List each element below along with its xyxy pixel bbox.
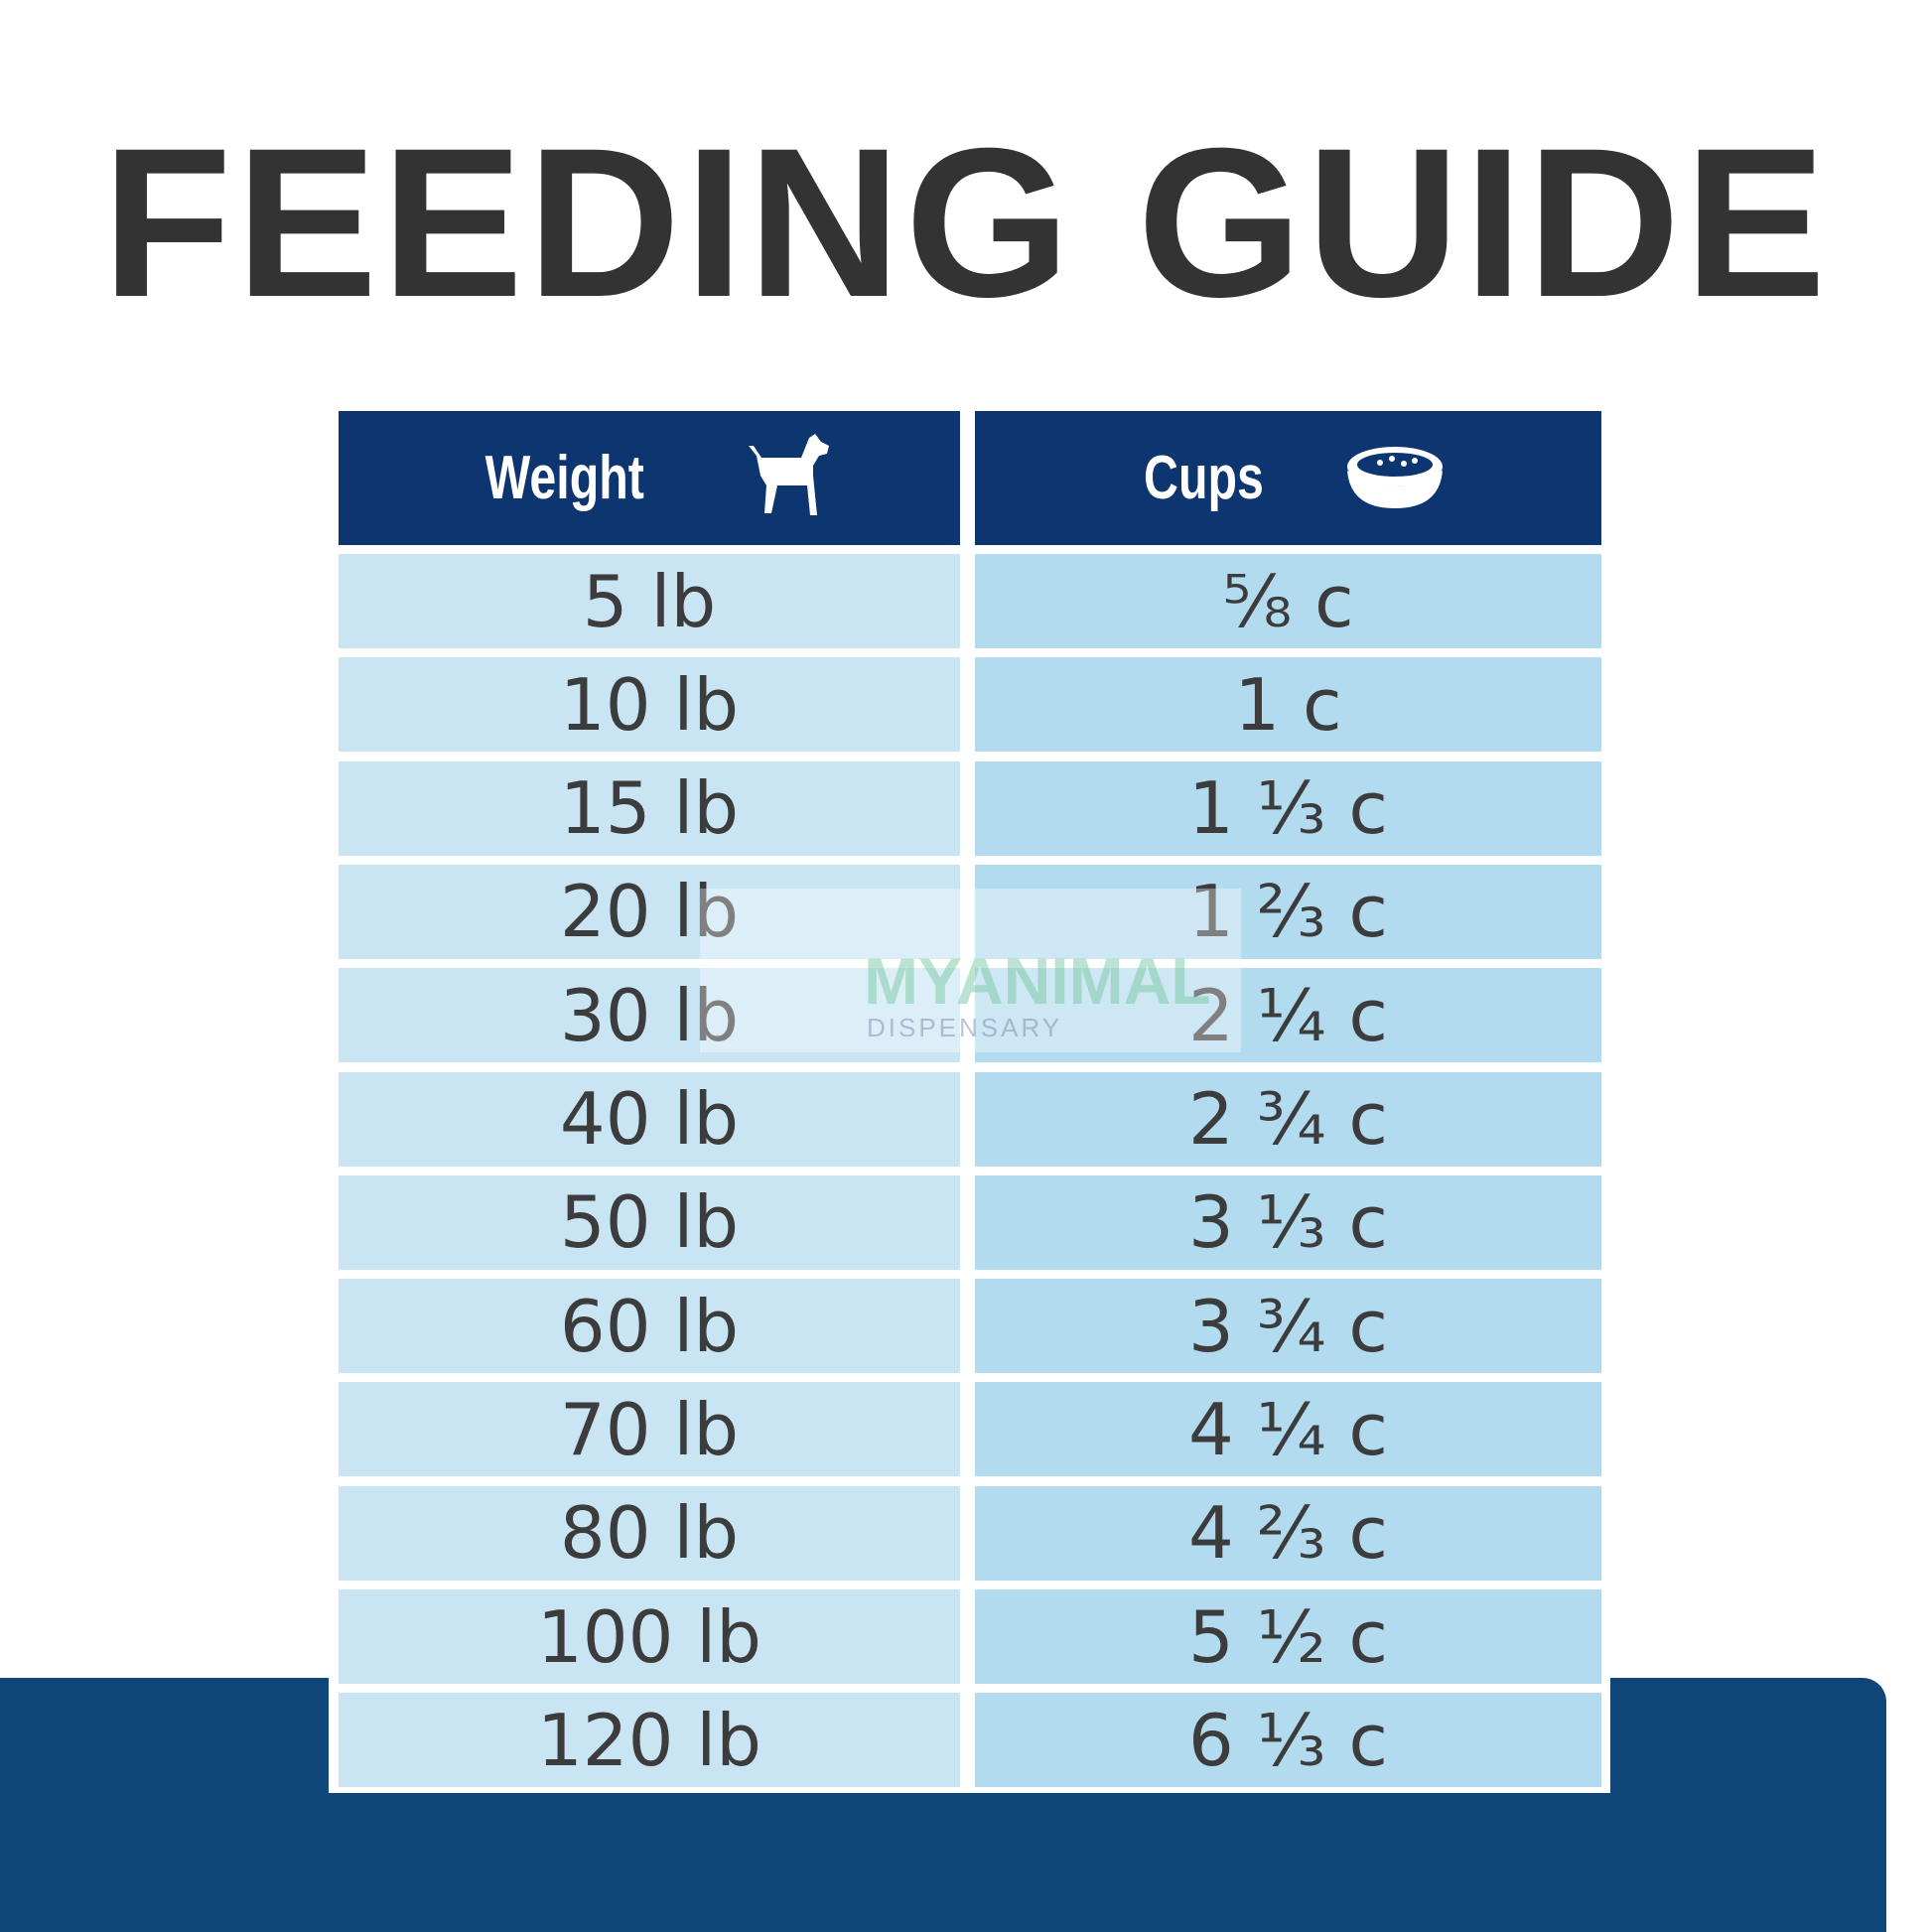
weight-cell: 80 lb — [339, 1485, 960, 1581]
watermark-box — [700, 889, 1241, 1052]
weight-cell: 60 lb — [339, 1279, 960, 1374]
weight-cell: 120 lb — [339, 1693, 960, 1788]
title: FEEDING GUIDE — [101, 104, 1831, 342]
cups-cell: ⅝ c — [975, 554, 1601, 648]
cups-cell: 3 ⅓ c — [975, 1174, 1601, 1270]
weight-cell: 100 lb — [339, 1589, 960, 1684]
bowl-icon — [1347, 446, 1443, 508]
column-label: Weight — [484, 444, 645, 512]
weight-cell: 15 lb — [339, 760, 960, 856]
cups-cell: 3 ¾ c — [975, 1279, 1601, 1374]
watermark-sub: DISPENSARY — [867, 1013, 1063, 1042]
cups-cell: 6 ⅓ c — [975, 1693, 1601, 1788]
weight-cell: 50 lb — [339, 1174, 960, 1270]
weight-cell: 10 lb — [339, 657, 960, 753]
cups-cell: 1 c — [975, 657, 1601, 753]
column-header: Cups — [975, 411, 1601, 545]
cups-cell: 1 ⅔ c — [975, 864, 1601, 959]
cups-cell: 4 ¼ c — [975, 1382, 1601, 1477]
column-label: Cups — [1144, 444, 1264, 512]
weight-cell: 30 lb — [339, 968, 960, 1063]
weight-cell: 70 lb — [339, 1382, 960, 1477]
cups-cell: 2 ¾ c — [975, 1071, 1601, 1167]
column-header: Weight — [339, 411, 960, 545]
cups-cell: 4 ⅔ c — [975, 1485, 1601, 1581]
cups-cell: 5 ½ c — [975, 1589, 1601, 1684]
weight-cell: 40 lb — [339, 1071, 960, 1167]
cups-cell: 1 ⅓ c — [975, 760, 1601, 856]
dog-icon — [748, 433, 829, 515]
weight-cell: 5 lb — [339, 554, 960, 648]
weight-cell: 20 lb — [339, 864, 960, 959]
watermark: MYANIMAL — [864, 944, 1211, 1018]
cups-cell: 2 ¼ c — [975, 968, 1601, 1063]
